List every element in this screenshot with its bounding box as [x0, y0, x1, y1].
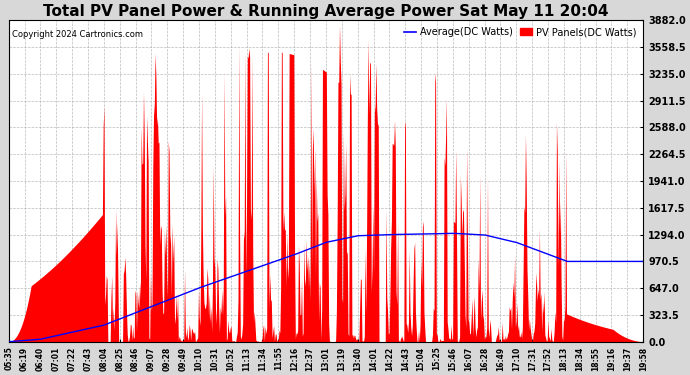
- Text: Copyright 2024 Cartronics.com: Copyright 2024 Cartronics.com: [12, 30, 143, 39]
- Title: Total PV Panel Power & Running Average Power Sat May 11 20:04: Total PV Panel Power & Running Average P…: [43, 4, 609, 19]
- Legend: Average(DC Watts), PV Panels(DC Watts): Average(DC Watts), PV Panels(DC Watts): [402, 25, 638, 39]
